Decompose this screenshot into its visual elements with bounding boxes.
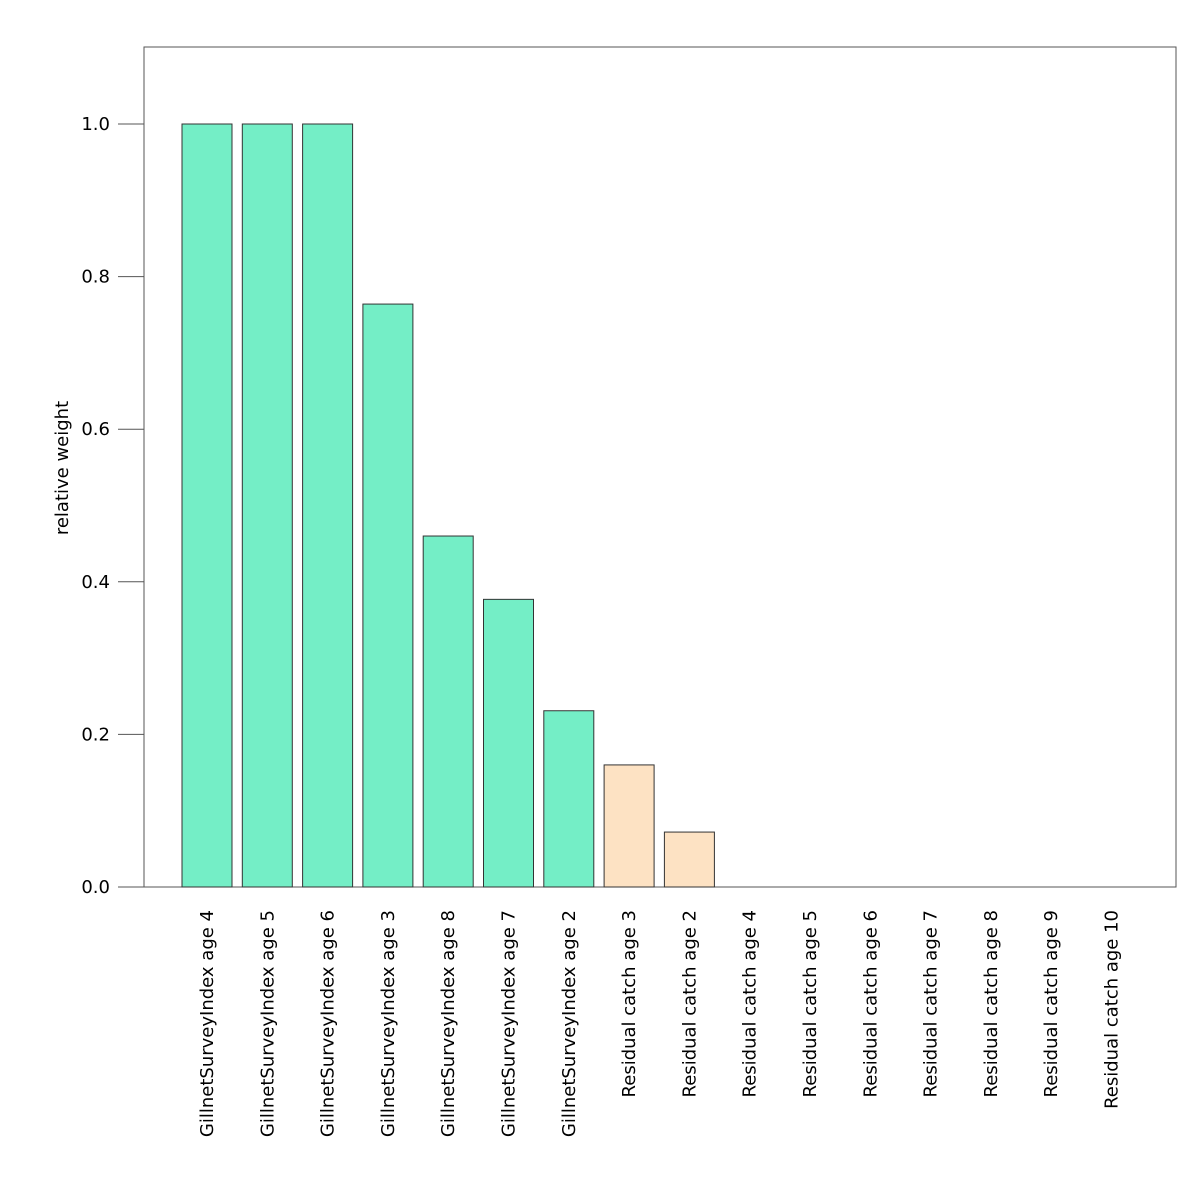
x-tick-label: Residual catch age 10 [1102, 910, 1123, 1109]
y-tick-label: 0.6 [81, 419, 110, 440]
bar [181, 123, 233, 888]
y-tick-label: 1.0 [81, 114, 110, 135]
bars [181, 123, 715, 888]
plot-frame [143, 46, 1177, 888]
x-tick-label: Residual catch age 9 [1041, 910, 1062, 1097]
x-tick-label: Residual catch age 6 [860, 910, 881, 1097]
y-tick-label: 0.2 [81, 724, 110, 745]
x-tick-label: Residual catch age 8 [981, 910, 1002, 1097]
bar [302, 123, 354, 888]
bar [543, 710, 595, 888]
bar [483, 598, 534, 888]
bar [362, 303, 414, 888]
y-tick-label: 0.4 [81, 572, 110, 593]
y-tick-label: 0.8 [81, 267, 110, 288]
bar [663, 831, 715, 888]
x-tick-label: GillnetSurveyIndex age 7 [499, 910, 520, 1137]
x-tick-label: GillnetSurveyIndex age 4 [197, 910, 218, 1137]
bar [241, 123, 293, 888]
x-axis-labels: GillnetSurveyIndex age 4 GillnetSurveyInd… [197, 910, 1123, 1137]
x-tick-label: GillnetSurveyIndex age 2 [559, 910, 580, 1137]
x-tick-label: GillnetSurveyIndex age 6 [318, 910, 339, 1137]
x-tick-label: Residual catch age 4 [740, 910, 761, 1097]
x-tick-label: Residual catch age 2 [679, 910, 700, 1097]
bar [422, 535, 474, 888]
x-tick-label: Residual catch age 5 [800, 910, 821, 1097]
x-tick-label: GillnetSurveyIndex age 3 [378, 910, 399, 1137]
y-axis: 0.0 0.2 0.4 0.6 0.8 1.0 [81, 114, 144, 898]
y-axis-label: relative weight [52, 401, 73, 535]
x-tick-label: GillnetSurveyIndex age 5 [257, 910, 278, 1137]
bar [603, 764, 655, 888]
x-tick-label: Residual catch age 7 [921, 910, 942, 1097]
x-tick-label: GillnetSurveyIndex age 8 [438, 910, 459, 1137]
x-tick-label: Residual catch age 3 [619, 910, 640, 1097]
y-tick-label: 0.0 [81, 877, 110, 898]
